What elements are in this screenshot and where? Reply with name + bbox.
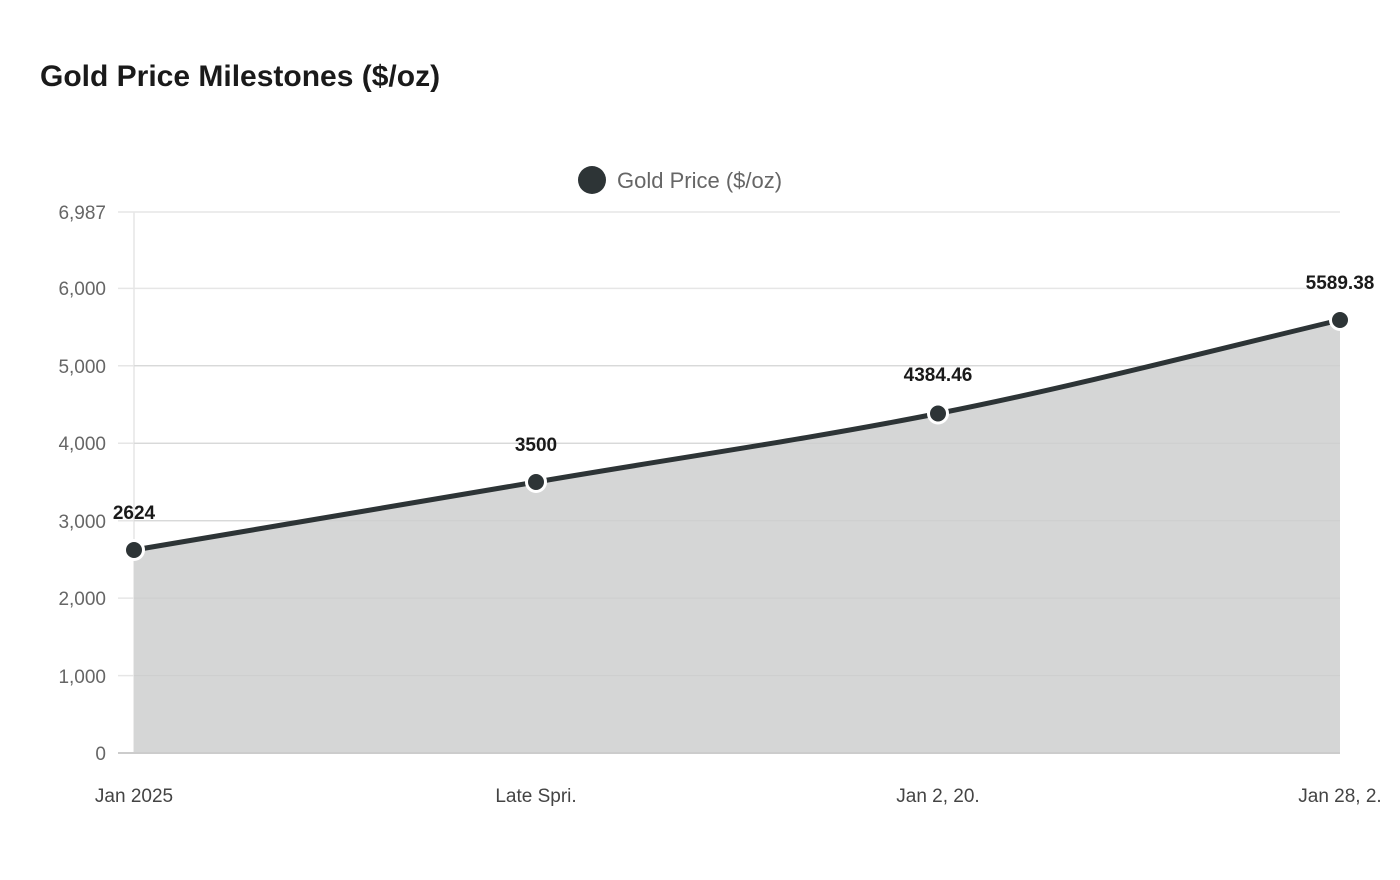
data-point[interactable] — [1329, 309, 1351, 331]
y-tick: 5,000 — [58, 357, 106, 378]
grid-lines-overlay — [134, 365, 1340, 677]
data-label: 4384.46 — [904, 365, 973, 386]
y-tick: 3,000 — [58, 512, 106, 533]
data-point[interactable] — [927, 402, 949, 425]
x-tick: Jan 2, 20. — [896, 786, 979, 807]
y-tick: 2,000 — [58, 589, 106, 610]
y-axis: 0 1,000 2,000 3,000 4,000 5,000 6,000 6,… — [58, 203, 106, 765]
legend-label: Gold Price ($/oz) — [617, 168, 782, 193]
x-tick: Late Spri. — [495, 786, 576, 807]
legend[interactable]: Gold Price ($/oz) — [578, 166, 782, 194]
y-tick: 4,000 — [58, 434, 106, 455]
circle-marker-icon — [578, 166, 606, 194]
area-fill — [134, 320, 1340, 753]
data-label: 3500 — [515, 435, 557, 456]
data-label: 5589.38 — [1306, 273, 1375, 294]
y-tick: 6,987 — [58, 203, 106, 224]
x-tick: Jan 2025 — [95, 786, 173, 807]
chart-title: Gold Price Milestones ($/oz) — [40, 60, 441, 93]
y-tick: 0 — [95, 744, 106, 765]
data-label: 2624 — [113, 503, 156, 524]
y-tick: 1,000 — [58, 667, 106, 688]
x-tick: Jan 28, 2. — [1298, 786, 1381, 807]
data-points[interactable] — [123, 309, 1351, 561]
data-labels: 2624 3500 4384.46 5589.38 — [113, 273, 1374, 524]
series-line — [131, 317, 1343, 553]
y-tick: 6,000 — [58, 279, 106, 300]
data-point[interactable] — [525, 471, 547, 493]
x-axis: Jan 2025 Late Spri. Jan 2, 20. Jan 28, 2… — [95, 786, 1382, 807]
data-point[interactable] — [123, 539, 145, 561]
